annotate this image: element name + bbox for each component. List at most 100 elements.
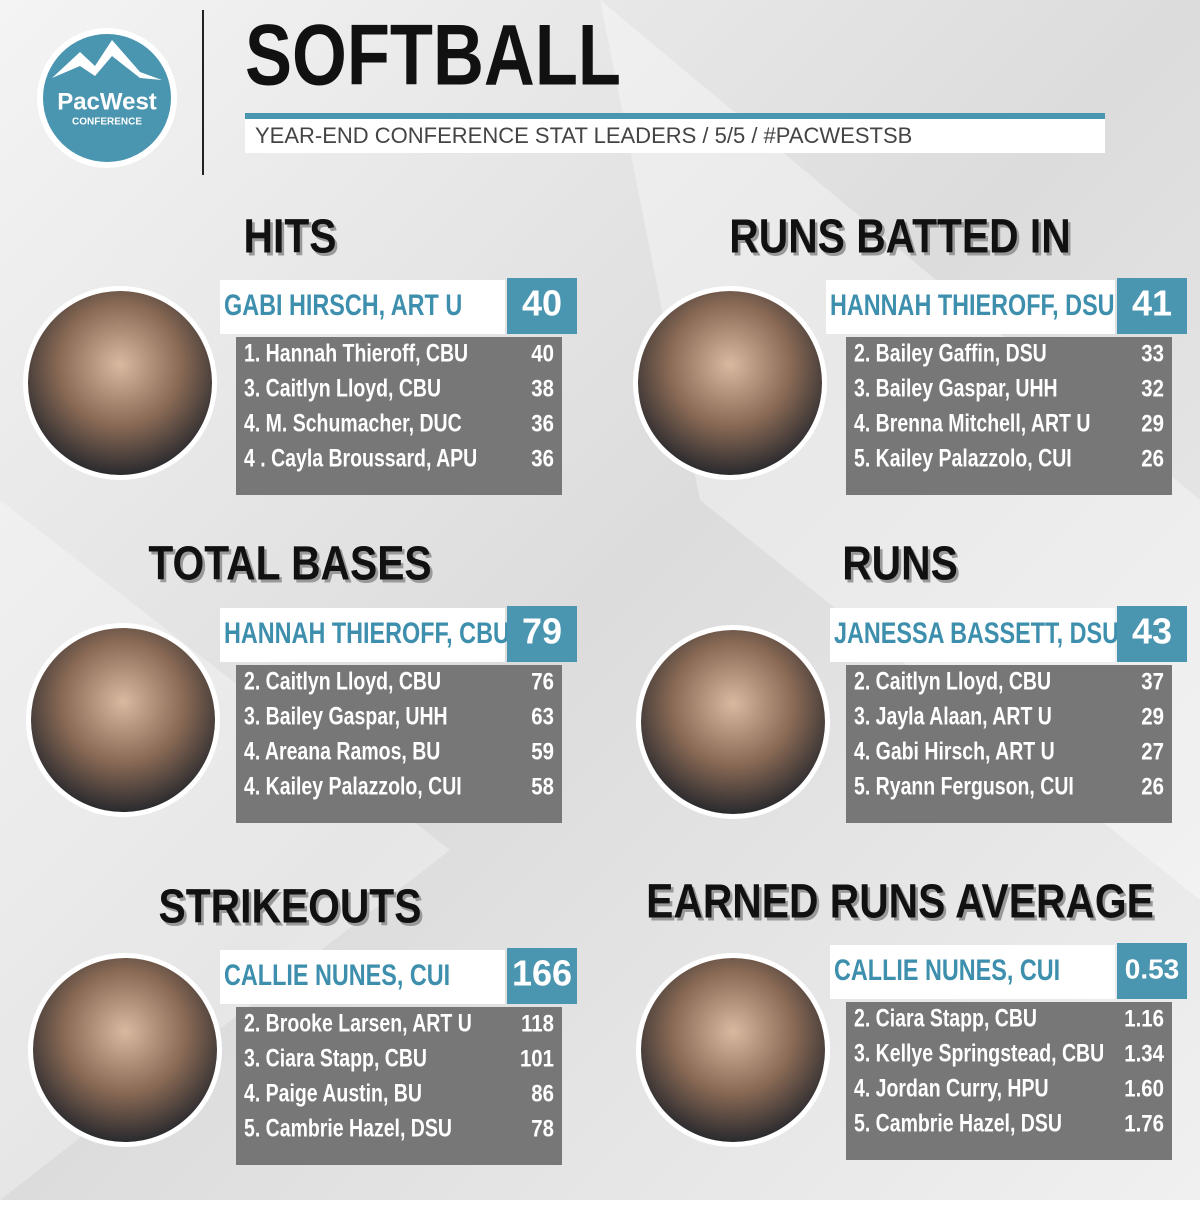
subtitle: YEAR-END CONFERENCE STAT LEADERS / 5/5 /… bbox=[255, 123, 912, 148]
section-title: HITS bbox=[244, 211, 337, 264]
ranking-value: 76 bbox=[531, 668, 554, 695]
ranking-value: 59 bbox=[531, 738, 554, 765]
ranking-value: 40 bbox=[531, 340, 554, 367]
ranking-value: 32 bbox=[1141, 375, 1164, 402]
leader-name: CALLIE NUNES, CUI bbox=[224, 958, 450, 991]
title: SOFTBALL bbox=[245, 7, 621, 103]
logo-mountains bbox=[52, 40, 162, 80]
ranking-name: 3. Ciara Stapp, CBU bbox=[244, 1044, 427, 1072]
ranking-name: 4. Paige Austin, BU bbox=[244, 1079, 422, 1107]
ranking-name: 3. Caitlyn Lloyd, CBU bbox=[244, 374, 441, 402]
subtitle-box bbox=[245, 119, 1105, 153]
ranking-value: 63 bbox=[531, 703, 554, 730]
leader-value-box bbox=[1117, 606, 1187, 662]
section-title: TOTAL BASES bbox=[148, 538, 431, 591]
leader-value: 79 bbox=[522, 611, 562, 652]
ranking-name: 3. Kellye Springstead, CBU bbox=[854, 1039, 1104, 1067]
ranking-value: 26 bbox=[1141, 773, 1164, 800]
ranking-value: 78 bbox=[531, 1115, 554, 1142]
leader-name: GABI HIRSCH, ART U bbox=[224, 288, 462, 321]
ranking-name: 4. Areana Ramos, BU bbox=[244, 737, 440, 765]
ranking-name: 3. Jayla Alaan, ART U bbox=[854, 702, 1052, 730]
ranking-name: 3. Bailey Gaspar, UHH bbox=[854, 374, 1058, 402]
ranking-value: 29 bbox=[1141, 410, 1164, 437]
leader-value: 43 bbox=[1132, 611, 1172, 652]
ranking-value: 27 bbox=[1141, 738, 1164, 765]
player-photo bbox=[31, 628, 215, 812]
leader-value-box bbox=[507, 278, 577, 334]
ranking-name: 2. Brooke Larsen, ART U bbox=[244, 1009, 472, 1037]
ranking-value: 1.16 bbox=[1124, 1005, 1164, 1032]
leader-value-box bbox=[507, 948, 577, 1004]
leader-box bbox=[830, 945, 1115, 999]
player-photo bbox=[28, 291, 212, 475]
leader-value-box bbox=[507, 606, 577, 662]
ranking-value: 1.34 bbox=[1124, 1040, 1164, 1067]
ranking-name: 3. Bailey Gaspar, UHH bbox=[244, 702, 448, 730]
leader-name: HANNAH THIEROFF, CBU bbox=[224, 616, 510, 649]
ranking-value: 1.76 bbox=[1124, 1110, 1164, 1137]
player-photo bbox=[641, 958, 825, 1142]
leader-name: HANNAH THIEROFF, DSU bbox=[830, 288, 1115, 321]
section-title-shadow: STRIKEOUTS bbox=[161, 884, 424, 937]
leader-value: 0.53 bbox=[1125, 953, 1180, 984]
ranking-name: 5. Cambrie Hazel, DSU bbox=[244, 1114, 452, 1142]
logo-subtitle: CONFERENCE bbox=[72, 117, 142, 128]
ranking-name: 5. Cambrie Hazel, DSU bbox=[854, 1109, 1062, 1137]
section-title-shadow: RUNS bbox=[845, 541, 961, 594]
ranking-name: 4. Brenna Mitchell, ART U bbox=[854, 409, 1090, 437]
ranking-value: 36 bbox=[531, 410, 554, 437]
ranking-box bbox=[846, 337, 1172, 495]
section-title-shadow: RUNS BATTED IN bbox=[732, 214, 1073, 267]
ranking-name: 4. M. Schumacher, DUC bbox=[244, 409, 462, 437]
ranking-box bbox=[236, 1007, 562, 1165]
ranking-value: 58 bbox=[531, 773, 554, 800]
ranking-value: 29 bbox=[1141, 703, 1164, 730]
ranking-value: 33 bbox=[1141, 340, 1164, 367]
logo-name: PacWest bbox=[57, 88, 157, 115]
leader-box bbox=[220, 280, 505, 334]
leader-box bbox=[830, 608, 1115, 662]
player-photo bbox=[638, 291, 822, 475]
ranking-name: 4. Jordan Curry, HPU bbox=[854, 1074, 1049, 1102]
leader-box bbox=[220, 950, 505, 1004]
ranking-value: 36 bbox=[531, 445, 554, 472]
section-title-shadow: EARNED RUNS AVERAGE bbox=[649, 879, 1157, 932]
leader-value-box bbox=[1117, 943, 1187, 999]
ranking-name: 2. Caitlyn Lloyd, CBU bbox=[854, 667, 1051, 695]
ranking-box bbox=[846, 1002, 1172, 1160]
ranking-value: 26 bbox=[1141, 445, 1164, 472]
leader-value: 166 bbox=[512, 953, 572, 994]
ranking-name: 2. Ciara Stapp, CBU bbox=[854, 1004, 1037, 1032]
section-title-shadow: TOTAL BASES bbox=[151, 541, 434, 594]
ranking-value: 37 bbox=[1141, 668, 1164, 695]
ranking-value: 1.60 bbox=[1124, 1075, 1164, 1102]
ranking-name: 1. Hannah Thieroff, CBU bbox=[244, 339, 468, 367]
ranking-name: 2. Bailey Gaffin, DSU bbox=[854, 339, 1047, 367]
leader-name: CALLIE NUNES, CUI bbox=[834, 953, 1060, 986]
ranking-name: 4 . Cayla Broussard, APU bbox=[244, 444, 477, 472]
ranking-name: 4. Kailey Palazzolo, CUI bbox=[244, 772, 462, 800]
ranking-value: 38 bbox=[531, 375, 554, 402]
leader-box bbox=[826, 280, 1115, 334]
leader-value: 41 bbox=[1132, 283, 1172, 324]
ranking-value: 118 bbox=[521, 1010, 554, 1037]
ranking-value: 86 bbox=[531, 1080, 554, 1107]
leader-value-box bbox=[1117, 278, 1187, 334]
ranking-name: 5. Ryann Ferguson, CUI bbox=[854, 772, 1074, 800]
section-title: EARNED RUNS AVERAGE bbox=[646, 876, 1154, 929]
leader-box bbox=[220, 608, 505, 662]
ranking-name: 5. Kailey Palazzolo, CUI bbox=[854, 444, 1072, 472]
section-title: RUNS BATTED IN bbox=[729, 211, 1070, 264]
ranking-box bbox=[846, 665, 1172, 823]
section-title-shadow: HITS bbox=[246, 214, 339, 267]
player-photo bbox=[641, 630, 825, 814]
subtitle-bar bbox=[245, 113, 1105, 119]
ranking-box bbox=[236, 665, 562, 823]
ranking-name: 4. Gabi Hirsch, ART U bbox=[854, 737, 1055, 765]
section-title: RUNS bbox=[842, 538, 958, 591]
ranking-box bbox=[236, 337, 562, 495]
ranking-name: 2. Caitlyn Lloyd, CBU bbox=[244, 667, 441, 695]
leader-name: JANESSA BASSETT, DSU bbox=[834, 616, 1119, 649]
